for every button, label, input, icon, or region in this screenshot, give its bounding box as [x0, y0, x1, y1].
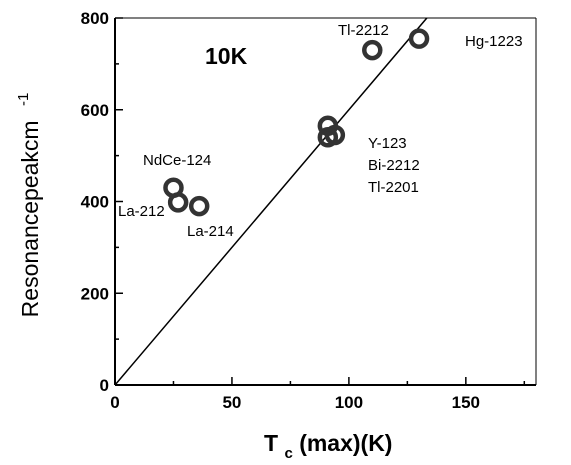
label-bi-2212: Bi-2212 — [368, 157, 420, 174]
label-tl-2212: Tl-2212 — [338, 22, 389, 39]
y-axis-label-main: Resonancepeakcm — [17, 120, 43, 317]
label-y-123: Y-123 — [368, 135, 407, 152]
label-tl-2201: Tl-2201 — [368, 179, 419, 196]
x-axis-label-main: T — [264, 430, 278, 456]
data-point — [362, 39, 383, 61]
svg-text:Resonancepeakcm -1: Resonancepeakcm -1 — [15, 93, 43, 318]
x-tick-label: 0 — [110, 393, 119, 412]
y-tick-label: 200 — [81, 284, 109, 303]
y-tick-label: 400 — [81, 193, 109, 212]
label-la-212: La-212 — [118, 203, 165, 220]
data-point — [188, 195, 210, 217]
data-point — [408, 28, 430, 49]
x-axis-label-rest: (max)(K) — [299, 430, 392, 456]
data-point — [167, 192, 189, 213]
fit-line — [114, 17, 428, 386]
y-axis-label: Resonancepeakcm -1 — [15, 93, 43, 318]
data-point — [317, 127, 339, 148]
label-hg-1223: Hg-1223 — [465, 33, 523, 50]
y-tick-label: 0 — [100, 376, 109, 395]
label-la-214: La-214 — [187, 223, 234, 240]
x-tick-label: 50 — [222, 393, 241, 412]
x-axis-label: T c (max)(K) — [264, 430, 392, 463]
y-tick-label: 800 — [81, 9, 109, 28]
y-axis-label-sup: -1 — [15, 93, 32, 106]
y-tick-label: 600 — [81, 101, 109, 120]
label-ndce-124: NdCe-124 — [143, 152, 211, 169]
x-tick-label: 150 — [452, 393, 480, 412]
x-tick-label: 100 — [335, 393, 363, 412]
chart-title: 10K — [205, 43, 248, 69]
x-axis-label-sub: c — [284, 445, 292, 462]
